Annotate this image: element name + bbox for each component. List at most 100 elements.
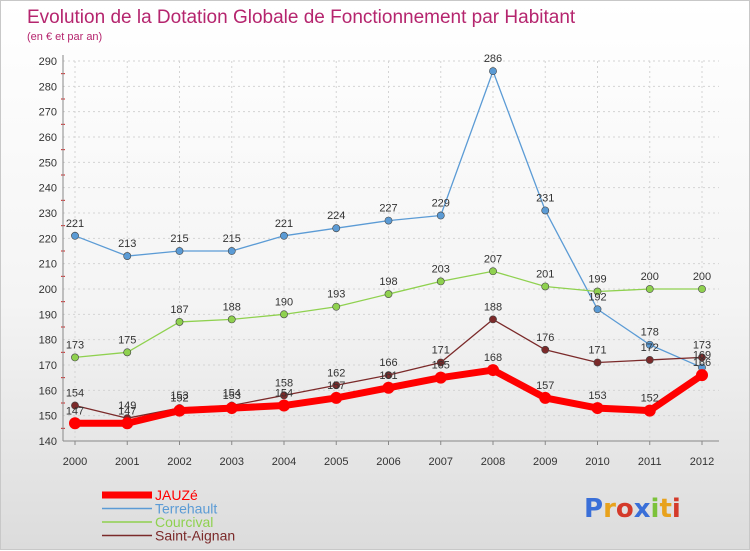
chart-subtitle: (en € et par an) bbox=[27, 31, 102, 43]
data-point bbox=[645, 340, 654, 349]
data-label: 166 bbox=[379, 357, 397, 369]
data-label: 215 bbox=[170, 233, 188, 245]
data-point bbox=[332, 224, 341, 233]
data-point bbox=[541, 206, 550, 215]
y-tick-label: 260 bbox=[39, 132, 57, 144]
y-tick-label: 270 bbox=[39, 107, 57, 119]
x-tick-label: 2002 bbox=[167, 456, 191, 468]
data-point bbox=[227, 315, 236, 324]
data-point bbox=[69, 417, 81, 430]
y-tick-label: 160 bbox=[39, 385, 57, 397]
data-point bbox=[123, 252, 132, 260]
data-label: 188 bbox=[484, 301, 502, 313]
data-point bbox=[384, 371, 393, 380]
x-tick-label: 2001 bbox=[115, 456, 139, 468]
data-label: 188 bbox=[223, 301, 241, 313]
axes: 140 150 160 170 180 190 200 210 220 230 240 250 260 2… bbox=[39, 55, 719, 468]
chart-title: Evolution de la Dotation Globale de Fonc… bbox=[27, 7, 576, 28]
data-label: 187 bbox=[170, 304, 188, 316]
data-point bbox=[698, 285, 706, 293]
data-label: 199 bbox=[588, 274, 606, 286]
data-point bbox=[227, 247, 236, 255]
data-label: 286 bbox=[484, 53, 502, 65]
data-label: 224 bbox=[327, 210, 345, 222]
data-point bbox=[71, 231, 79, 240]
data-point bbox=[541, 282, 550, 291]
data-label: 200 bbox=[693, 271, 711, 283]
data-point bbox=[330, 391, 343, 404]
data-label: 215 bbox=[223, 233, 241, 245]
legend-label: Courcival bbox=[155, 514, 213, 530]
y-tick-label: 190 bbox=[39, 309, 57, 321]
data-point bbox=[384, 290, 393, 298]
data-point bbox=[278, 399, 290, 412]
data-point bbox=[332, 381, 341, 390]
x-tick-label: 2004 bbox=[272, 456, 296, 468]
y-tick-label: 170 bbox=[39, 360, 57, 372]
data-point bbox=[175, 318, 184, 326]
data-point bbox=[436, 211, 445, 220]
series bbox=[69, 67, 708, 430]
data-point bbox=[434, 371, 447, 384]
x-tick-label: 2009 bbox=[533, 456, 557, 468]
data-point bbox=[696, 369, 708, 382]
data-label: 154 bbox=[223, 388, 241, 400]
data-label: 165 bbox=[432, 360, 450, 372]
y-tick-label: 140 bbox=[39, 436, 57, 448]
x-tick-label: 2003 bbox=[220, 456, 244, 468]
data-point bbox=[541, 345, 550, 354]
data-label: 171 bbox=[588, 344, 606, 356]
data-label: 173 bbox=[693, 339, 711, 351]
data-label: 169 bbox=[693, 350, 711, 362]
x-tick-label: 2000 bbox=[63, 456, 87, 468]
x-tick-label: 2005 bbox=[324, 456, 348, 468]
data-point bbox=[593, 358, 602, 367]
y-tick-label: 210 bbox=[39, 259, 57, 271]
x-tick-label: 2007 bbox=[429, 456, 453, 468]
data-label: 190 bbox=[275, 296, 293, 308]
data-label: 147 bbox=[118, 405, 136, 417]
data-label: 147 bbox=[66, 405, 84, 417]
data-label: 221 bbox=[66, 218, 84, 230]
y-tick-label: 250 bbox=[39, 157, 57, 169]
data-point bbox=[698, 353, 706, 362]
data-point bbox=[436, 358, 445, 367]
data-point bbox=[71, 353, 79, 362]
legend-label: Terrehault bbox=[155, 501, 217, 517]
data-label: 192 bbox=[588, 291, 606, 303]
data-point bbox=[384, 216, 393, 225]
data-label: 203 bbox=[432, 263, 450, 275]
y-tick-label: 180 bbox=[39, 335, 57, 347]
y-tick-label: 230 bbox=[39, 208, 57, 220]
logo-text: Proxiti bbox=[584, 494, 681, 524]
data-point bbox=[645, 285, 654, 293]
data-label: 178 bbox=[641, 327, 659, 339]
data-point bbox=[645, 356, 654, 364]
data-label: 154 bbox=[275, 388, 293, 400]
x-tick-label: 2008 bbox=[481, 456, 505, 468]
data-label: 172 bbox=[641, 342, 659, 354]
data-label: 154 bbox=[66, 388, 84, 400]
data-point bbox=[489, 267, 497, 276]
data-point bbox=[71, 401, 79, 410]
data-point bbox=[591, 402, 604, 415]
data-label: 193 bbox=[327, 289, 345, 301]
legend-label: Saint-Aignan bbox=[155, 528, 235, 544]
data-point bbox=[436, 277, 445, 286]
data-label: 171 bbox=[432, 344, 450, 356]
x-tick-label: 2012 bbox=[690, 456, 714, 468]
data-point bbox=[175, 247, 184, 255]
data-label: 161 bbox=[379, 370, 397, 382]
data-label: 153 bbox=[588, 390, 606, 402]
data-label: 158 bbox=[275, 377, 293, 389]
data-label: 231 bbox=[536, 192, 554, 204]
data-label: 152 bbox=[641, 393, 659, 405]
data-label: 162 bbox=[327, 367, 345, 379]
data-label: 213 bbox=[118, 238, 136, 250]
data-label: 200 bbox=[641, 271, 659, 283]
data-label: 201 bbox=[536, 268, 554, 280]
data-point bbox=[643, 404, 656, 417]
data-label: 168 bbox=[484, 352, 502, 364]
